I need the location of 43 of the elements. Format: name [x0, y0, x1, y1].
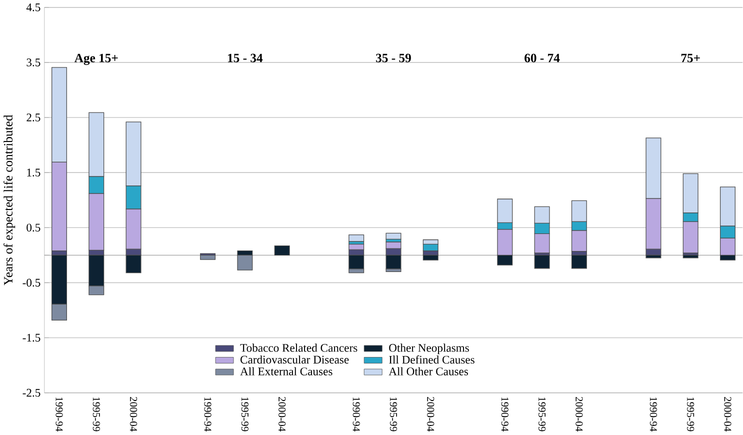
x-tick-label: 2000-04 — [576, 396, 583, 432]
bar — [422, 244, 438, 252]
annotation: 35 - 59 — [376, 54, 411, 62]
annotation: 15 - 34 — [228, 54, 263, 62]
x-tick-label: 2000-04 — [130, 396, 138, 432]
y-tick-label: 3.5 — [26, 58, 40, 66]
y-tick-label: 1.5 — [27, 168, 40, 176]
x-tick-label: 1990-94 — [56, 397, 63, 432]
bar — [274, 245, 290, 256]
bar — [571, 254, 587, 269]
x-tick-label: 2000-04 — [278, 396, 286, 432]
x-tick-label: 1995-99 — [390, 397, 398, 432]
y-tick-label: -1.5 — [22, 334, 40, 342]
x-tick-label: 2000-04 — [427, 396, 434, 432]
bar — [422, 254, 438, 260]
x-tick-label: 1995-99 — [538, 397, 546, 432]
x-tick-label: 1990-94 — [650, 397, 658, 432]
bar — [237, 254, 253, 270]
legend-label: All External Causes — [240, 367, 332, 376]
annotation: 75+ — [681, 54, 700, 62]
bar — [200, 254, 216, 260]
y-tick-label: 2.5 — [26, 114, 40, 122]
y-tick-label: 0.5 — [26, 224, 40, 232]
bar — [348, 234, 364, 242]
legend-label: Ill Defined Causes — [389, 355, 474, 364]
legend-label: Cardiovascular Disease — [240, 355, 349, 364]
y-tick-label: 4.5 — [26, 3, 40, 12]
x-tick-label: 1995-99 — [92, 397, 100, 432]
x-tick-label: 1990-94 — [501, 397, 508, 432]
legend-label: All Other Causes — [388, 367, 468, 376]
annotation: Age 15+ — [74, 54, 118, 65]
annotation: 60 - 74 — [524, 54, 560, 62]
x-tick-label: 1990-94 — [204, 397, 212, 432]
y-tick-label: -0.5 — [22, 278, 40, 287]
legend-label: Tobacco Related Cancers — [240, 344, 358, 352]
bar — [386, 232, 402, 240]
x-tick-label: 1995-99 — [687, 397, 694, 432]
x-tick-label: 1995-99 — [241, 397, 248, 432]
legend-label: Other Neoplasms — [389, 344, 469, 354]
x-tick-label: 2000-04 — [724, 396, 732, 432]
x-tick-label: 1990-94 — [352, 397, 360, 432]
y-axis-title: Years of expected life contributed — [4, 114, 16, 286]
y-tick-label: -2.5 — [22, 388, 40, 397]
